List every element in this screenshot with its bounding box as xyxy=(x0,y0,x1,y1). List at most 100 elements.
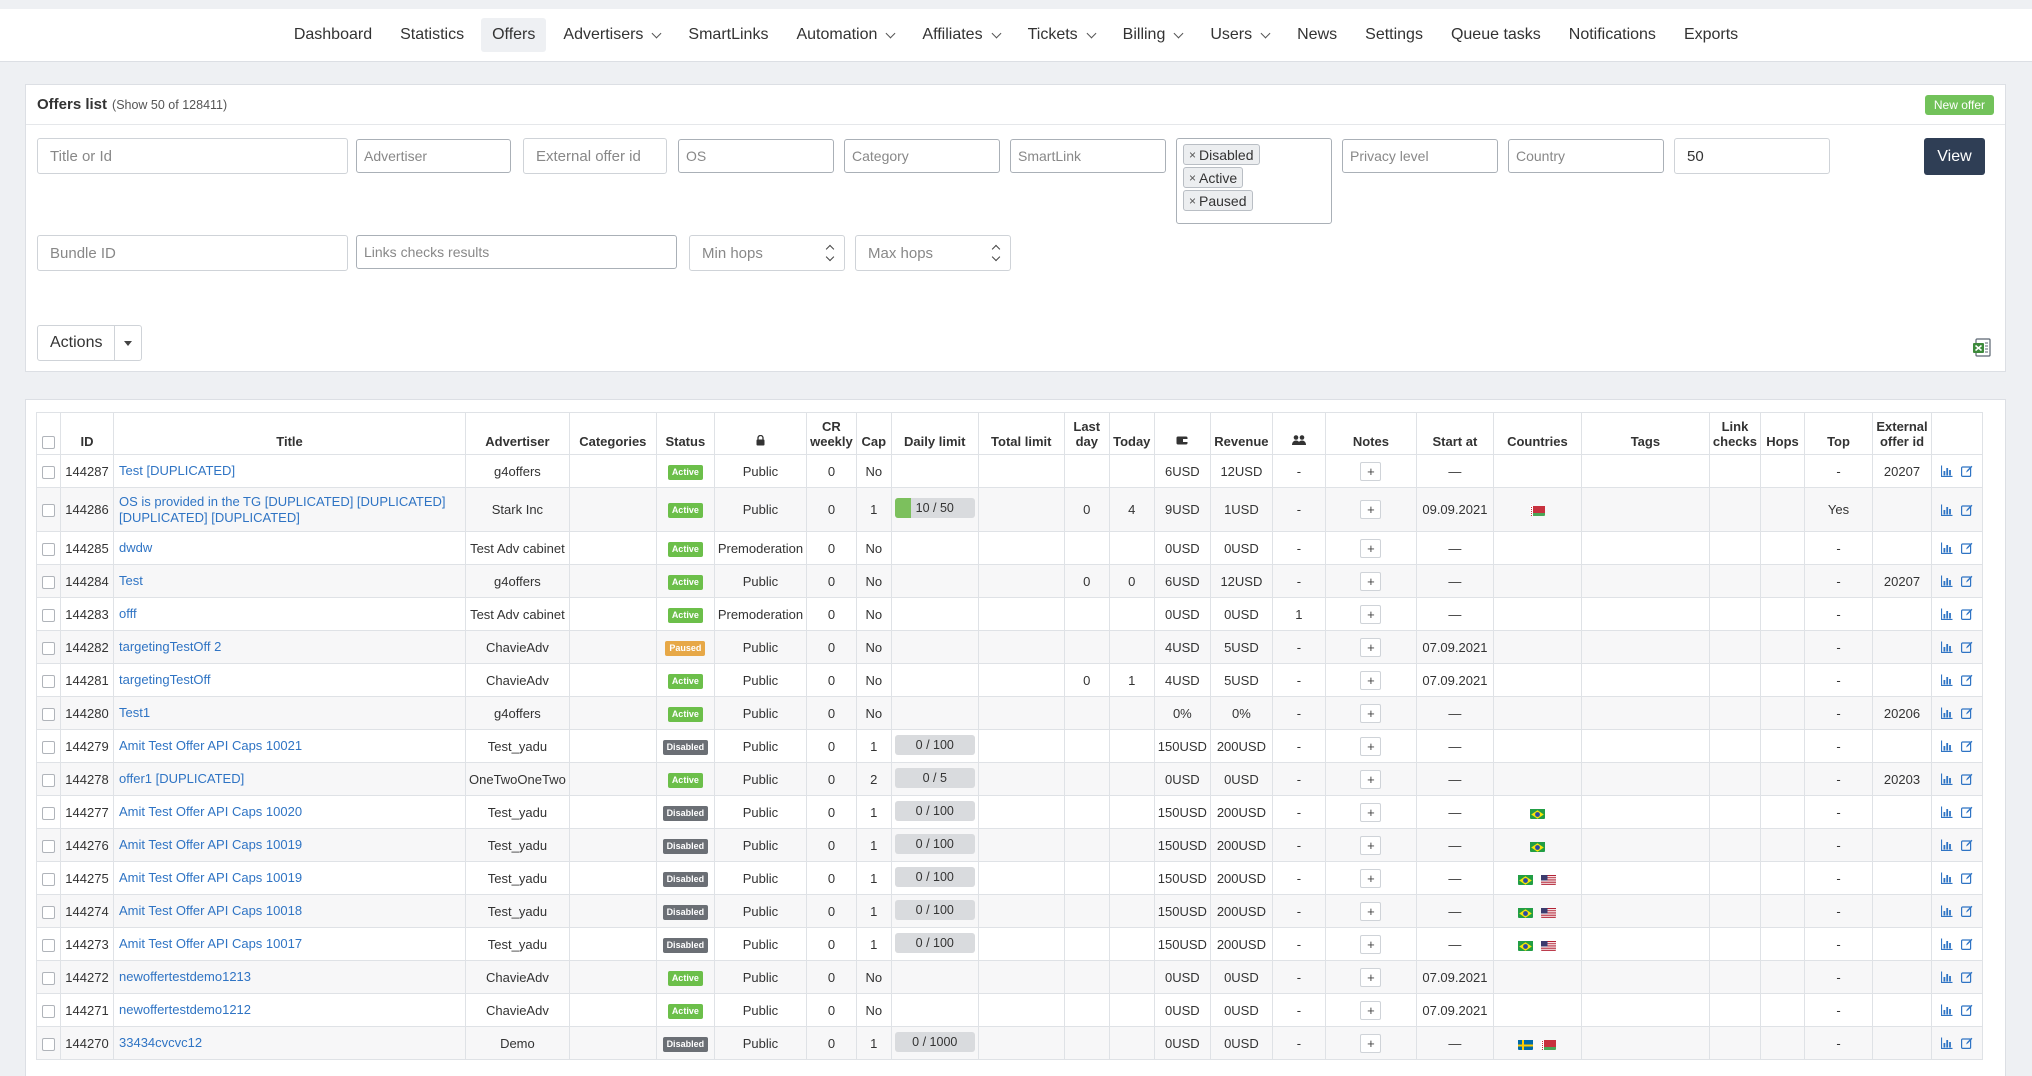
add-note-button[interactable]: + xyxy=(1360,604,1382,624)
add-note-button[interactable]: + xyxy=(1360,1033,1382,1053)
statistics-icon[interactable] xyxy=(1941,905,1953,917)
status-multiselect[interactable]: × Disabled × Active × Paused xyxy=(1176,138,1332,224)
add-note-button[interactable]: + xyxy=(1360,571,1382,591)
edit-icon[interactable] xyxy=(1961,608,1973,620)
bundle-id-input[interactable]: Bundle ID xyxy=(37,235,348,271)
nav-item-settings[interactable]: Settings xyxy=(1365,26,1423,43)
offer-title-link[interactable]: OS is provided in the TG [DUPLICATED] [D… xyxy=(113,487,466,532)
nav-item-smartlinks[interactable]: SmartLinks xyxy=(688,26,769,43)
remove-tag-icon[interactable]: × xyxy=(1189,170,1197,185)
edit-icon[interactable] xyxy=(1961,740,1973,752)
row-checkbox[interactable] xyxy=(42,504,55,518)
add-note-button[interactable]: + xyxy=(1360,500,1382,519)
nav-item-dashboard[interactable]: Dashboard xyxy=(293,26,373,43)
statistics-icon[interactable] xyxy=(1941,641,1953,653)
statistics-icon[interactable] xyxy=(1941,938,1953,950)
stepper-arrows-icon[interactable] xyxy=(826,245,834,261)
offer-title-link[interactable]: Amit Test Offer API Caps 10021 xyxy=(113,729,466,763)
edit-icon[interactable] xyxy=(1961,465,1973,477)
offer-title-link[interactable]: Test1 xyxy=(113,696,466,730)
row-checkbox[interactable] xyxy=(42,608,55,622)
statistics-icon[interactable] xyxy=(1941,674,1953,686)
edit-icon[interactable] xyxy=(1961,773,1973,785)
statistics-icon[interactable] xyxy=(1941,465,1953,477)
offer-title-link[interactable]: offf xyxy=(113,597,466,631)
statistics-icon[interactable] xyxy=(1941,542,1953,554)
remove-tag-icon[interactable]: × xyxy=(1189,193,1197,208)
edit-icon[interactable] xyxy=(1961,905,1973,917)
edit-icon[interactable] xyxy=(1961,806,1973,818)
nav-item-advertisers[interactable]: Advertisers xyxy=(552,18,671,52)
row-checkbox[interactable] xyxy=(42,1037,55,1051)
nav-item-affiliates[interactable]: Affiliates xyxy=(911,18,1010,52)
header-title[interactable]: Title xyxy=(113,412,466,455)
offer-title-link[interactable]: Test xyxy=(113,564,466,598)
offer-title-link[interactable]: Amit Test Offer API Caps 10020 xyxy=(113,795,466,829)
add-note-button[interactable]: + xyxy=(1360,802,1382,822)
status-tag-disabled[interactable]: × Disabled xyxy=(1183,144,1260,165)
nav-item-tickets[interactable]: Tickets xyxy=(1017,18,1106,52)
statistics-icon[interactable] xyxy=(1941,971,1953,983)
nav-item-users[interactable]: Users xyxy=(1199,18,1280,52)
add-note-button[interactable]: + xyxy=(1360,637,1382,657)
title-or-id-input[interactable]: Title or Id xyxy=(37,138,348,174)
row-checkbox[interactable] xyxy=(42,707,55,721)
external-offer-id-input[interactable]: External offer id xyxy=(523,138,667,174)
row-checkbox[interactable] xyxy=(42,938,55,952)
header-status[interactable]: Status xyxy=(655,412,715,455)
add-note-button[interactable]: + xyxy=(1360,901,1382,921)
edit-icon[interactable] xyxy=(1961,839,1973,851)
add-note-button[interactable]: + xyxy=(1360,769,1382,789)
edit-icon[interactable] xyxy=(1961,504,1973,516)
nav-item-exports[interactable]: Exports xyxy=(1683,26,1739,43)
offer-title-link[interactable]: 33434cvcvc12 xyxy=(113,1026,466,1060)
offer-title-link[interactable]: Amit Test Offer API Caps 10018 xyxy=(113,894,466,928)
nav-item-statistics[interactable]: Statistics xyxy=(400,26,465,43)
nav-item-offers[interactable]: Offers xyxy=(481,18,547,52)
row-checkbox[interactable] xyxy=(42,773,55,787)
min-hops-input[interactable]: Min hops xyxy=(689,235,845,271)
add-note-button[interactable]: + xyxy=(1360,934,1382,954)
excel-export-icon[interactable] xyxy=(1972,338,1992,358)
statistics-icon[interactable] xyxy=(1941,504,1953,516)
row-checkbox[interactable] xyxy=(42,740,55,754)
add-note-button[interactable]: + xyxy=(1360,461,1382,481)
statistics-icon[interactable] xyxy=(1941,1004,1953,1016)
offer-title-link[interactable]: offer1 [DUPLICATED] xyxy=(113,762,466,796)
links-checks-results-select[interactable]: Links checks results xyxy=(356,235,677,269)
statistics-icon[interactable] xyxy=(1941,773,1953,785)
statistics-icon[interactable] xyxy=(1941,806,1953,818)
header-id[interactable]: ID xyxy=(60,412,114,455)
row-checkbox[interactable] xyxy=(42,971,55,985)
statistics-icon[interactable] xyxy=(1941,707,1953,719)
edit-icon[interactable] xyxy=(1961,707,1973,719)
row-checkbox[interactable] xyxy=(42,905,55,919)
nav-item-news[interactable]: News xyxy=(1297,26,1338,43)
offer-title-link[interactable]: dwdw xyxy=(113,531,466,565)
view-button[interactable]: View xyxy=(1924,138,1985,175)
actions-dropdown[interactable]: Actions xyxy=(37,325,143,361)
os-select[interactable]: OS xyxy=(678,139,834,173)
edit-icon[interactable] xyxy=(1961,641,1973,653)
offer-title-link[interactable]: Amit Test Offer API Caps 10019 xyxy=(113,861,466,895)
statistics-icon[interactable] xyxy=(1941,740,1953,752)
nav-item-billing[interactable]: Billing xyxy=(1112,18,1194,52)
add-note-button[interactable]: + xyxy=(1360,670,1382,690)
header-advertiser[interactable]: Advertiser xyxy=(465,412,570,455)
offer-title-link[interactable]: newoffertestdemo1212 xyxy=(113,993,466,1027)
category-select[interactable]: Category xyxy=(844,139,1000,173)
offer-title-link[interactable]: targetingTestOff 2 xyxy=(113,630,466,664)
advertiser-select[interactable]: Advertiser xyxy=(356,139,511,173)
smartlink-select[interactable]: SmartLink xyxy=(1010,139,1166,173)
header-revenue[interactable]: Revenue xyxy=(1209,412,1273,455)
statistics-icon[interactable] xyxy=(1941,608,1953,620)
row-checkbox[interactable] xyxy=(42,872,55,886)
row-checkbox[interactable] xyxy=(42,839,55,853)
edit-icon[interactable] xyxy=(1961,1004,1973,1016)
offer-title-link[interactable]: Test [DUPLICATED] xyxy=(113,454,466,488)
privacy-level-select[interactable]: Privacy level xyxy=(1342,139,1498,173)
statistics-icon[interactable] xyxy=(1941,872,1953,884)
status-tag-paused[interactable]: × Paused xyxy=(1183,190,1253,211)
nav-item-automation[interactable]: Automation xyxy=(785,18,905,52)
new-offer-button[interactable]: New offer xyxy=(1924,95,1994,115)
